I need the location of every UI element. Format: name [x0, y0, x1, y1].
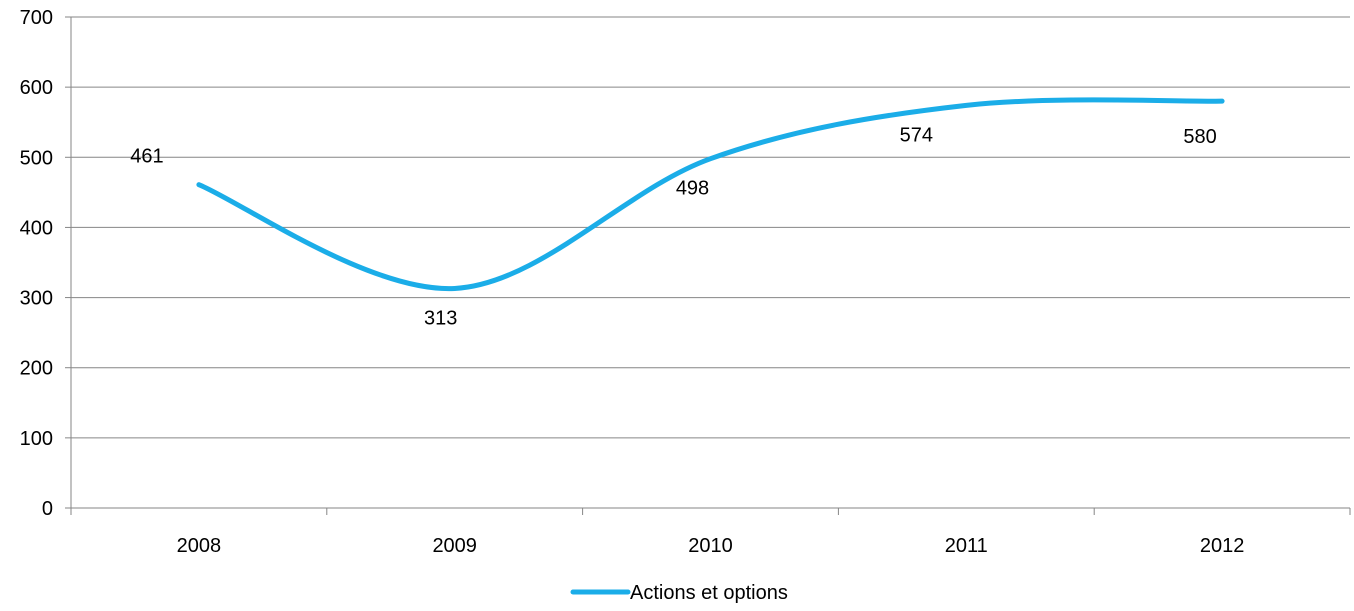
- x-axis-tick-labels: 2008 2009 2010 2011 2012: [70, 508, 1351, 557]
- x-tick-label: 2011: [945, 535, 988, 557]
- data-labels: 461 313 498 574 580: [130, 124, 1217, 329]
- x-tick-label: 2008: [177, 535, 222, 557]
- y-tick-label: 700: [20, 7, 53, 29]
- data-label: 580: [1183, 126, 1216, 148]
- y-tick-label: 500: [20, 147, 53, 169]
- data-label: 498: [676, 178, 709, 200]
- axes: [70, 17, 1350, 509]
- gridlines: [71, 16, 1350, 439]
- legend-label: Actions et options: [630, 582, 788, 604]
- data-label: 461: [130, 146, 163, 168]
- y-tick-label: 600: [20, 77, 53, 99]
- data-label: 574: [900, 124, 933, 146]
- legend: Actions et options: [570, 582, 788, 604]
- y-tick-label: 200: [20, 358, 53, 380]
- x-tick-label: 2009: [432, 535, 477, 557]
- x-tick-label: 2012: [1200, 535, 1245, 557]
- series-lines: [196, 97, 1225, 291]
- y-tick-label: 100: [20, 428, 53, 450]
- y-tick-label: 400: [20, 217, 53, 239]
- x-tick-label: 2010: [688, 535, 733, 557]
- y-tick-label: 300: [20, 288, 53, 310]
- series-line-0: [196, 97, 1225, 291]
- y-axis-tick-labels: 0 100 200 300 400 500 600 700: [20, 7, 71, 520]
- y-tick-label: 0: [42, 498, 53, 520]
- data-label: 313: [424, 307, 457, 329]
